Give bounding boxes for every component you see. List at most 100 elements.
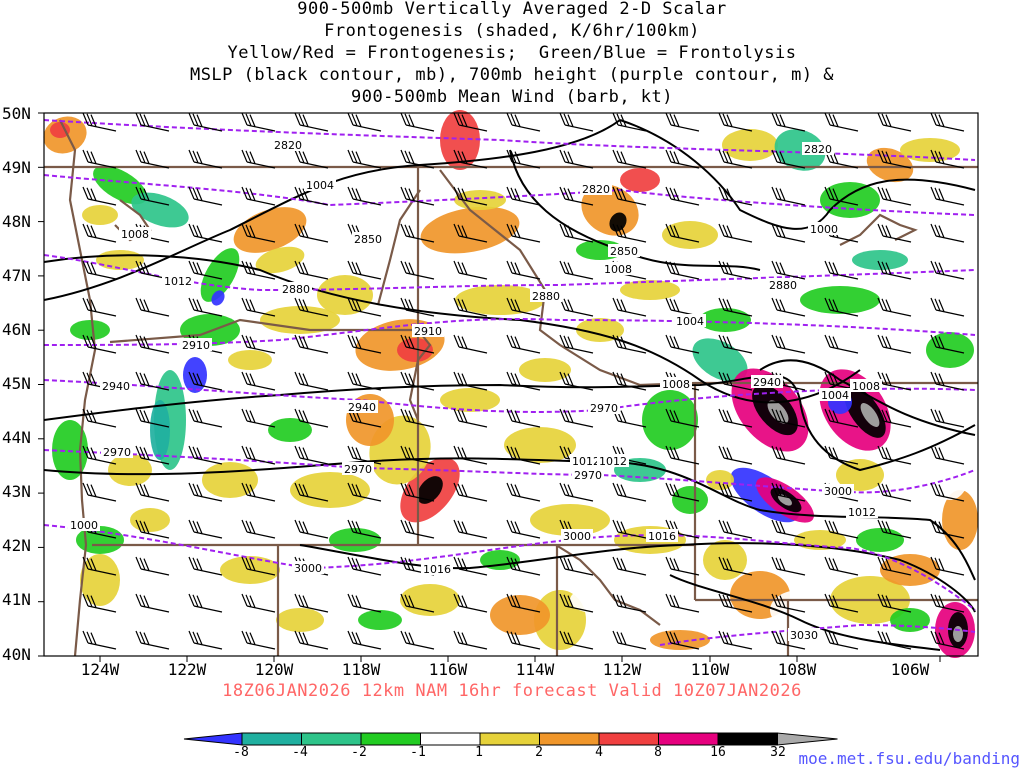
lat-label: 41N (2, 590, 31, 609)
colorbar-segment (479, 732, 540, 746)
wind-barb (506, 371, 541, 391)
wind-barb (188, 630, 223, 650)
wind-barb (718, 593, 753, 613)
wind-barb (453, 260, 488, 280)
wind-barb (188, 223, 223, 243)
wind-barb (930, 593, 965, 613)
wind-barb (400, 149, 435, 169)
wind-barb (453, 519, 488, 539)
height-contour (659, 623, 976, 646)
frontogenesis-cell (440, 388, 500, 412)
wind-barb (188, 519, 223, 539)
wind-barb (347, 297, 382, 317)
wind-barb (930, 482, 965, 502)
wind-barb (824, 593, 859, 613)
wind-barb (135, 297, 170, 317)
wind-barb (824, 260, 859, 280)
wind-barb (559, 371, 594, 391)
wind-barb (294, 112, 329, 132)
title-line-3: Yellow/Red = Frontogenesis; Green/Blue =… (227, 43, 797, 63)
wind-barb (665, 297, 700, 317)
lon-label: 122W (167, 660, 207, 679)
wind-barb (188, 297, 223, 317)
wind-barb (135, 186, 170, 206)
frontogenesis-cell (570, 586, 630, 614)
colorbar-segment (717, 732, 778, 746)
frontogenesis-cell (290, 472, 370, 508)
wind-barb (506, 408, 541, 428)
border-line (109, 318, 418, 344)
colorbar-segment (658, 732, 719, 746)
lon-label: 106W (890, 660, 930, 679)
frontogenesis-cell (504, 427, 576, 463)
wind-barb (241, 149, 276, 169)
wind-barb (718, 371, 753, 391)
wind-barb (188, 112, 223, 132)
colorbar-label: 2 (535, 745, 543, 760)
wind-barb (453, 482, 488, 502)
wind-barb (188, 149, 223, 169)
wind-barb (930, 519, 965, 539)
wind-barb (665, 556, 700, 576)
wind-barb (82, 186, 117, 206)
wind-barb (612, 519, 647, 539)
wind-barb (612, 149, 647, 169)
wind-barb (453, 149, 488, 169)
wind-barb (82, 297, 117, 317)
frontogenesis-cell (211, 290, 225, 306)
wind-barb (665, 593, 700, 613)
wind-barb (877, 223, 912, 243)
wind-barb (612, 297, 647, 317)
frontogenesis-cell (576, 318, 624, 342)
wind-barb (877, 371, 912, 391)
wind-barb (506, 186, 541, 206)
colorbar-segment (598, 732, 659, 746)
wind-barb (400, 260, 435, 280)
mslp-label: 1012 (848, 506, 876, 519)
wind-barb (506, 630, 541, 650)
wind-barb (188, 371, 223, 391)
lon-label: 112W (602, 660, 642, 679)
height-label: 2850 (610, 245, 638, 258)
source-credit: moe.met.fsu.edu/banding (798, 749, 1020, 768)
frontogenesis-cell (358, 610, 402, 630)
height-label: 3030 (790, 629, 818, 642)
wind-barb (771, 482, 806, 502)
wind-barb (612, 112, 647, 132)
frontogenesis-cell (852, 250, 908, 270)
wind-barb (559, 112, 594, 132)
wind-barb (135, 630, 170, 650)
mslp-contour (619, 119, 976, 230)
height-label: 3000 (294, 562, 322, 575)
wind-barb (771, 556, 806, 576)
mslp-label: 1012 (164, 275, 192, 288)
wind-barb (930, 556, 965, 576)
mslp-label: 1016 (648, 530, 676, 543)
wind-barb (930, 297, 965, 317)
wind-barb (294, 482, 329, 502)
wind-barbs (82, 112, 965, 650)
frontogenesis-cell (490, 595, 550, 635)
wind-barb (877, 482, 912, 502)
wind-barb (930, 149, 965, 169)
wind-barb (82, 334, 117, 354)
wind-barb (559, 593, 594, 613)
mslp-contour (299, 542, 976, 613)
frontogenesis-cell (108, 454, 152, 486)
colorbar-label: -4 (292, 745, 308, 760)
wind-barb (824, 186, 859, 206)
border-line (839, 213, 918, 246)
wind-barb (506, 223, 541, 243)
wind-barb (82, 223, 117, 243)
wind-barb (82, 482, 117, 502)
frontogenesis-cell (228, 350, 272, 370)
wind-barb (135, 593, 170, 613)
mslp-label: 1008 (604, 263, 632, 276)
wind-barb (877, 408, 912, 428)
lat-label: 40N (2, 645, 31, 664)
wind-barb (718, 519, 753, 539)
wind-barb (294, 186, 329, 206)
wind-barb (506, 556, 541, 576)
wind-barb (665, 445, 700, 465)
mslp-label: 1004 (676, 315, 704, 328)
